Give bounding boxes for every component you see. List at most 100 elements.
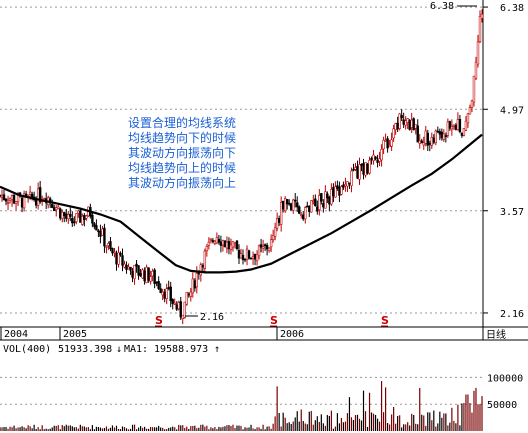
volume-bar [306, 424, 308, 431]
candle-body [334, 186, 337, 198]
candle-body [0, 194, 2, 197]
candle-body [438, 131, 442, 135]
candle-body [83, 214, 86, 221]
candle-body [392, 128, 395, 139]
volume-bar [449, 422, 451, 431]
volume-bar [346, 413, 349, 431]
candle-body [119, 252, 122, 256]
volume-bar [258, 427, 260, 431]
volume-bars [0, 381, 483, 431]
candle-body [279, 202, 283, 225]
volume-ma-label: MA1: [124, 344, 148, 355]
volume-bar [65, 424, 67, 431]
volume-bar [168, 427, 170, 431]
candle-body [380, 149, 383, 161]
volume-bar [228, 425, 230, 431]
volume-bar [479, 404, 481, 431]
candle-body [328, 196, 331, 205]
volume-bar [407, 422, 409, 431]
volume-bar [144, 426, 146, 431]
candle-body [275, 218, 279, 229]
candle-body [245, 248, 249, 260]
volume-bar [73, 427, 75, 431]
volume-bar [393, 406, 395, 431]
candle-body [191, 278, 194, 294]
candlesticks [0, 9, 484, 325]
candle-body [434, 130, 438, 144]
volume-bar [296, 411, 298, 431]
candle-body [460, 133, 464, 136]
volume-bar [395, 423, 397, 431]
volume-bar [103, 428, 106, 431]
candle-body [324, 191, 327, 209]
volume-bar [218, 426, 220, 431]
candle-body [269, 239, 273, 248]
volume-bar [364, 411, 367, 431]
volume-bar [286, 423, 288, 431]
candle-body [77, 210, 80, 214]
volume-bar [192, 425, 194, 431]
volume-bar [481, 396, 483, 431]
volume-bar [131, 424, 134, 431]
candle-body [390, 139, 393, 147]
price-tick-label: 6.38 [500, 3, 524, 14]
date-label: 2005 [63, 329, 87, 340]
volume-bar [81, 426, 83, 431]
candle-body [67, 214, 70, 220]
candle-body [0, 195, 4, 198]
volume-bar [35, 428, 37, 431]
volume-bar [352, 419, 355, 431]
candle-body [312, 200, 315, 202]
candle-body [195, 272, 199, 288]
candle-body [474, 61, 478, 79]
volume-bar [334, 426, 336, 431]
volume-bar [117, 428, 120, 431]
candle-body [147, 267, 150, 281]
candle-body [141, 269, 144, 279]
volume-bar [210, 427, 212, 431]
volume-bar [330, 410, 332, 431]
candle-body [24, 193, 28, 196]
candle-body [432, 137, 435, 143]
candle-body [247, 250, 251, 259]
volume-bar [43, 428, 45, 431]
candle-body [159, 288, 162, 294]
volume-bar [403, 424, 405, 431]
volume-bar [431, 420, 433, 431]
volume-bar [302, 421, 304, 431]
moving-average-line [0, 133, 483, 274]
volume-bar [437, 423, 439, 431]
volume-bar [451, 407, 453, 431]
candle-body [115, 253, 118, 265]
candle-body [358, 164, 361, 180]
volume-bar [97, 427, 100, 431]
candle-body [472, 75, 476, 103]
candle-body [161, 291, 164, 296]
candle-body [462, 128, 466, 136]
volume-bar [385, 387, 387, 431]
candle-body [398, 113, 401, 129]
volume-bar [95, 426, 97, 431]
volume-bar [85, 427, 87, 431]
volume-bar [262, 424, 264, 431]
volume-bar [382, 412, 385, 431]
volume-bar [25, 428, 27, 431]
volume-bar [350, 417, 353, 431]
volume-bar [344, 421, 347, 431]
volume-bar [198, 427, 200, 431]
volume-bar [316, 416, 318, 431]
candle-body [225, 241, 229, 249]
volume-bar [310, 410, 312, 431]
volume-bar [246, 427, 248, 431]
volume-down-arrow: ↓ [116, 344, 122, 355]
candle-body [318, 195, 321, 210]
candle-body [406, 118, 409, 123]
candle-body [396, 122, 399, 130]
candle-body [51, 204, 54, 208]
volume-bar [387, 423, 389, 431]
volume-bar [260, 428, 262, 431]
signal-marker: S [155, 314, 163, 327]
candle-body [478, 16, 482, 43]
volume-bar [429, 412, 431, 431]
volume-bar [127, 429, 130, 431]
